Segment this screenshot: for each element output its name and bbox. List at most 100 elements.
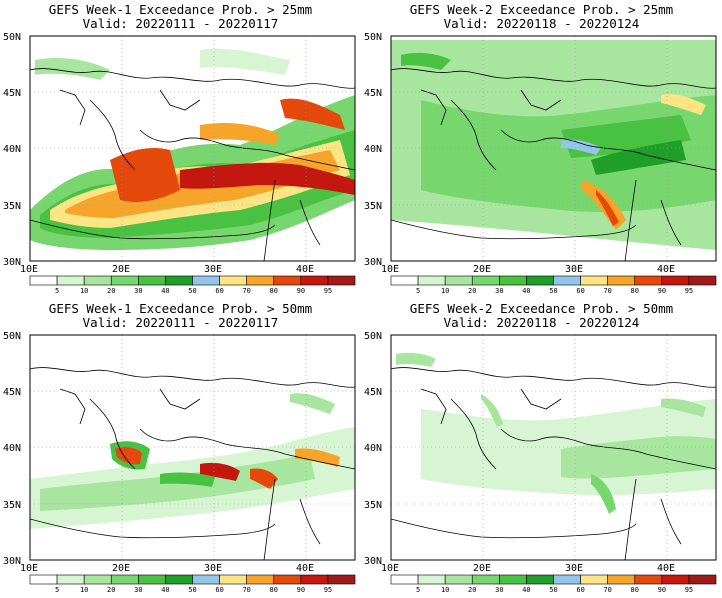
colorbar: 5 10 20 30 40 50 60 70 80 90 95 — [390, 275, 717, 295]
panel-title: GEFS Week-2 Exceedance Prob. > 50mm — [409, 301, 674, 316]
colorbar-tick-label: 30 — [495, 586, 503, 594]
colorbar-tick-label: 50 — [188, 586, 196, 594]
colorbar-tick-label: 90 — [297, 287, 305, 295]
coastlines — [391, 367, 716, 560]
colorbar-tick-label: 90 — [297, 586, 305, 594]
lat-label: 35N — [364, 201, 382, 212]
colorbar-tick-label: 70 — [603, 287, 611, 295]
colorbar-tick-label: 30 — [495, 287, 503, 295]
colorbar-tick-label: 30 — [134, 586, 142, 594]
lon-axis-labels: 10E 20E 30E 40E — [20, 563, 314, 574]
colorbar-tick-label: 70 — [242, 586, 250, 594]
colorbar-swatch — [607, 275, 636, 286]
lon-label: 30E — [204, 563, 222, 574]
lon-label: 20E — [473, 264, 491, 275]
colorbar-swatch — [138, 275, 166, 286]
colorbar-swatch — [499, 275, 527, 286]
colorbar-tick-label: 10 — [80, 586, 88, 594]
lat-label: 35N — [3, 201, 21, 212]
colorbar-swatch — [83, 275, 112, 286]
colorbar-swatch — [29, 574, 58, 585]
lon-label: 20E — [473, 563, 491, 574]
colorbar-swatch — [553, 275, 581, 286]
lon-label: 20E — [112, 264, 130, 275]
colorbar-tick-label: 5 — [55, 586, 59, 594]
lon-label: 10E — [20, 563, 38, 574]
colorbar-swatch — [444, 574, 473, 585]
colorbar-swatch — [580, 574, 608, 585]
map-canvas: 50N 45N 40N 35N 30N 10E 20E 30E 40E 5 10 2… — [364, 331, 717, 594]
colorbar-swatch — [56, 275, 85, 286]
gridlines — [391, 36, 716, 261]
gridlines — [30, 36, 355, 261]
colorbar-swatch — [300, 574, 329, 585]
lon-label: 10E — [381, 563, 399, 574]
colorbar: 5 10 20 30 40 50 60 70 80 90 95 — [29, 574, 356, 594]
lon-label: 40E — [296, 264, 314, 275]
lon-label: 40E — [657, 563, 675, 574]
map-canvas: 50N 45N 40N 35N 30N 10E 20E 30E 40E 5 10 2… — [3, 32, 356, 295]
coastlines — [30, 367, 355, 560]
colorbar-swatch — [471, 574, 500, 585]
colorbar-tick-label: 80 — [631, 287, 639, 295]
colorbar-tick-label: 40 — [161, 586, 169, 594]
colorbar-tick-label: 40 — [522, 287, 530, 295]
lon-label: 30E — [565, 264, 583, 275]
map-panel-3: GEFS Week-1 Exceedance Prob. > 50mm Vali… — [0, 299, 361, 598]
lat-axis-labels: 50N 45N 40N 35N 30N — [3, 331, 21, 567]
lat-label: 50N — [364, 331, 382, 342]
colorbar-swatch — [499, 574, 527, 585]
colorbar-swatch — [165, 574, 193, 585]
lon-label: 10E — [20, 264, 38, 275]
colorbar-tick-label: 40 — [161, 287, 169, 295]
lon-axis-labels: 10E 20E 30E 40E — [20, 264, 314, 275]
colorbar-swatch — [29, 275, 58, 286]
panel-valid-dates: Valid: 20220118 - 20220124 — [443, 315, 640, 330]
colorbar-tick-label: 95 — [324, 586, 332, 594]
colorbar-tick-label: 20 — [468, 586, 476, 594]
colorbar-swatch — [300, 275, 329, 286]
colorbar-swatch — [246, 574, 275, 585]
colorbar-tick-label: 20 — [468, 287, 476, 295]
coastlines — [391, 68, 716, 261]
colorbar-swatch — [444, 275, 473, 286]
lon-label: 40E — [296, 563, 314, 574]
colorbar-tick-label: 10 — [441, 586, 449, 594]
colorbar-swatch — [526, 574, 554, 585]
panel-valid-dates: Valid: 20220118 - 20220124 — [443, 16, 640, 31]
colorbar-tick-label: 60 — [215, 586, 223, 594]
colorbar-tick-label: 80 — [631, 586, 639, 594]
lon-label: 30E — [565, 563, 583, 574]
colorbar-tick-label: 5 — [416, 586, 420, 594]
colorbar-tick-label: 95 — [685, 287, 693, 295]
colorbar-swatch — [165, 275, 193, 286]
lat-axis-labels: 50N 45N 40N 35N 30N — [3, 32, 21, 268]
colorbar-swatch — [634, 574, 663, 585]
colorbar-tick-label: 50 — [549, 287, 557, 295]
lon-axis-labels: 10E 20E 30E 40E — [381, 563, 675, 574]
lon-label: 30E — [204, 264, 222, 275]
colorbar-tick-label: 60 — [215, 287, 223, 295]
lat-label: 40N — [3, 443, 21, 454]
gridlines — [391, 335, 716, 560]
colorbar-swatch — [273, 275, 302, 286]
colorbar-tick-label: 5 — [55, 287, 59, 295]
colorbar-swatch — [110, 275, 139, 286]
colorbar-swatch — [417, 574, 446, 585]
lat-label: 45N — [364, 387, 382, 398]
lat-label: 50N — [3, 331, 21, 342]
lat-label: 35N — [3, 500, 21, 511]
colorbar-swatch — [634, 275, 663, 286]
colorbar-swatch — [526, 275, 554, 286]
colorbar-tick-label: 70 — [242, 287, 250, 295]
colorbar-tick-label: 95 — [685, 586, 693, 594]
colorbar-swatch — [273, 574, 302, 585]
lat-label: 35N — [364, 500, 382, 511]
colorbar-swatch — [390, 275, 419, 286]
colorbar-tick-label: 5 — [416, 287, 420, 295]
colorbar-swatch — [219, 574, 247, 585]
lon-axis-labels: 10E 20E 30E 40E — [381, 264, 675, 275]
lat-label: 40N — [3, 144, 21, 155]
map-canvas: 50N 45N 40N 35N 30N 10E 20E 30E 40E 5 10 2… — [3, 331, 356, 594]
panel-valid-dates: Valid: 20220111 - 20220117 — [82, 315, 279, 330]
